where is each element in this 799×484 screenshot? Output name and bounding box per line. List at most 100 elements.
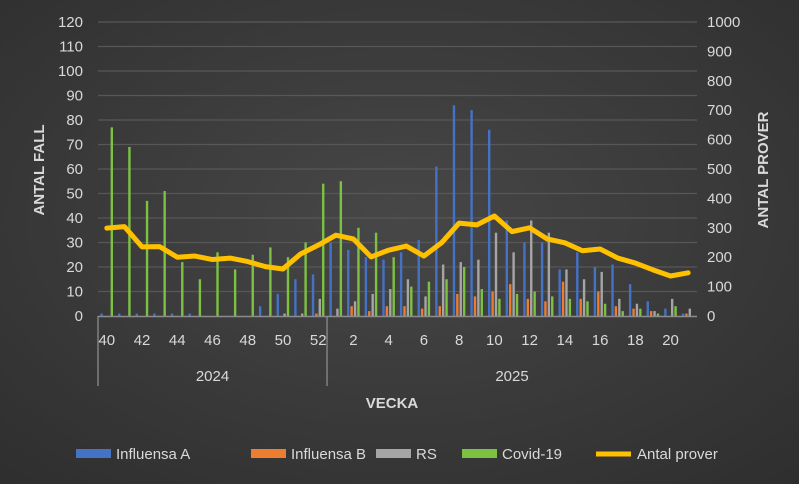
- bar-covid-19: [427, 281, 431, 316]
- x-tick-label: 4: [385, 332, 393, 349]
- legend-label: Influensa B: [291, 446, 366, 463]
- bar-influensa-b: [614, 306, 618, 316]
- x-tick-label: 42: [134, 332, 151, 349]
- y2-axis-title: ANTAL PROVER: [755, 111, 772, 228]
- bar-covid-19: [357, 227, 360, 316]
- bar-covid-19: [269, 247, 272, 316]
- bar-covid-19: [674, 306, 677, 316]
- gridlines: [98, 21, 697, 293]
- bar-rs: [459, 262, 462, 316]
- bar-rs: [353, 301, 357, 316]
- bar-covid-19: [392, 257, 395, 316]
- bar-covid-19: [322, 183, 325, 316]
- y2-tick-label: 900: [707, 43, 732, 60]
- bar-influensa-b: [456, 293, 459, 316]
- bar-influensa-a: [452, 105, 456, 316]
- bar-influensa-b: [368, 311, 371, 316]
- x-tick-label: 8: [455, 332, 463, 349]
- bar-rs: [477, 259, 480, 316]
- x-axis-title: VECKA: [366, 395, 419, 412]
- bar-rs: [653, 311, 656, 316]
- bar-covid-19: [339, 181, 343, 316]
- y2-tick-label: 600: [707, 132, 732, 149]
- bar-influensa-a: [399, 252, 403, 316]
- bar-rs: [494, 232, 498, 316]
- bar-influensa-a: [611, 264, 614, 316]
- year-label: 2025: [495, 368, 528, 385]
- bar-rs: [547, 232, 551, 316]
- bar-influensa-a: [681, 313, 685, 316]
- x-tick-label: 46: [204, 332, 221, 349]
- bar-influensa-b: [438, 306, 441, 316]
- y-tick-label: 40: [66, 210, 83, 227]
- y-tick-label: 110: [59, 39, 83, 56]
- legend-swatch: [76, 449, 111, 458]
- legend-label: Antal prover: [637, 446, 718, 463]
- bar-influensa-b: [579, 298, 582, 316]
- y2-tick-label: 800: [707, 73, 732, 90]
- y2-tick-label: 100: [707, 279, 732, 296]
- bar-influensa-b: [649, 311, 653, 316]
- bar-influensa-a: [558, 269, 561, 316]
- bar-influensa-a: [311, 274, 315, 316]
- bar-influensa-a: [347, 249, 350, 316]
- bar-covid-19: [374, 232, 378, 316]
- bar-influensa-a: [364, 257, 368, 316]
- legend-swatch: [376, 449, 411, 458]
- bar-covid-19: [286, 257, 290, 316]
- bar-influensa-b: [509, 284, 512, 316]
- bar-covid-19: [462, 267, 466, 316]
- bar-influensa-a: [188, 313, 191, 316]
- x-tick-label: 44: [169, 332, 186, 349]
- y-tick-label: 120: [58, 14, 83, 31]
- legend-label: Covid-19: [502, 446, 562, 463]
- y2-tick-label: 200: [707, 249, 732, 266]
- y-tick-label: 60: [66, 161, 83, 178]
- bar-influensa-a: [329, 242, 332, 316]
- y-axis-title: ANTAL FALL: [31, 124, 48, 215]
- bar-influensa-a: [294, 279, 297, 316]
- line-series: [104, 213, 691, 279]
- bar-influensa-b: [491, 291, 494, 316]
- bar-influensa-a: [417, 240, 420, 316]
- y2-tick-label: 700: [707, 102, 732, 119]
- bar-influensa-a: [593, 267, 597, 316]
- bar-influensa-a: [153, 313, 156, 316]
- y-tick-label: 100: [58, 63, 83, 80]
- bar-influensa-a: [170, 313, 174, 316]
- bar-rs: [301, 313, 304, 316]
- x-tick-label: 14: [557, 332, 574, 349]
- y-tick-label: 30: [66, 235, 83, 252]
- bar-rs: [600, 271, 603, 316]
- x-tick-label: 16: [592, 332, 609, 349]
- bar-rs: [389, 289, 392, 316]
- bar-influensa-b: [403, 306, 406, 316]
- bar-covid-19: [233, 269, 237, 316]
- x-tick-label: 2: [349, 332, 357, 349]
- bar-influensa-a: [540, 242, 544, 316]
- bar-influensa-a: [646, 301, 649, 316]
- bar-influensa-b: [385, 306, 389, 316]
- bar-covid-19: [656, 313, 660, 316]
- bar-covid-19: [533, 291, 536, 316]
- x-tick-label: 50: [275, 332, 292, 349]
- bar-covid-19: [498, 298, 501, 316]
- bar-influensa-b: [632, 308, 635, 316]
- bar-covid-19: [568, 298, 572, 316]
- bar-rs: [406, 279, 410, 316]
- bar-rs: [424, 296, 427, 316]
- bar-influensa-b: [420, 308, 424, 316]
- bar-covid-19: [603, 303, 607, 316]
- legend-swatch: [251, 449, 286, 458]
- y-tick-label: 0: [75, 308, 83, 325]
- bar-covid-19: [163, 191, 166, 316]
- y2-tick-label: 1000: [707, 14, 740, 31]
- bar-rs: [318, 298, 322, 316]
- bar-covid-19: [251, 254, 254, 316]
- bar-covid-19: [586, 301, 589, 316]
- year-label: 2024: [196, 368, 229, 385]
- bar-covid-19: [304, 242, 307, 316]
- bar-influensa-a: [100, 313, 103, 316]
- y-tick-label: 50: [66, 186, 83, 203]
